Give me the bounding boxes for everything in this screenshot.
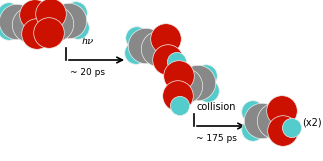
Circle shape xyxy=(126,27,148,49)
Circle shape xyxy=(0,18,20,40)
Circle shape xyxy=(151,24,181,54)
Text: (x2): (x2) xyxy=(302,117,322,127)
Circle shape xyxy=(180,65,216,101)
Text: ~ 20 ps: ~ 20 ps xyxy=(70,68,106,77)
Circle shape xyxy=(22,19,52,49)
Circle shape xyxy=(195,65,217,87)
Circle shape xyxy=(167,52,187,72)
Circle shape xyxy=(267,96,297,126)
Circle shape xyxy=(167,68,203,104)
Circle shape xyxy=(67,17,89,39)
Circle shape xyxy=(125,42,147,64)
Circle shape xyxy=(128,28,164,64)
Circle shape xyxy=(171,96,190,116)
Circle shape xyxy=(36,24,55,44)
Text: ~ 175 ps: ~ 175 ps xyxy=(195,134,236,143)
Circle shape xyxy=(163,81,193,111)
Circle shape xyxy=(242,119,264,141)
Circle shape xyxy=(197,80,219,102)
Circle shape xyxy=(34,18,64,48)
Circle shape xyxy=(244,103,280,139)
Circle shape xyxy=(12,7,48,43)
Circle shape xyxy=(51,3,87,39)
Circle shape xyxy=(282,118,302,138)
Circle shape xyxy=(141,31,177,67)
Circle shape xyxy=(36,0,66,29)
Circle shape xyxy=(20,0,50,30)
Circle shape xyxy=(153,45,183,75)
Circle shape xyxy=(38,6,74,42)
Circle shape xyxy=(242,101,264,123)
Circle shape xyxy=(0,3,20,25)
Circle shape xyxy=(65,2,87,24)
Text: collision: collision xyxy=(196,102,236,112)
Circle shape xyxy=(164,61,194,91)
Circle shape xyxy=(0,4,35,40)
Circle shape xyxy=(257,103,293,139)
Text: hν: hν xyxy=(82,37,94,46)
Circle shape xyxy=(268,116,298,146)
